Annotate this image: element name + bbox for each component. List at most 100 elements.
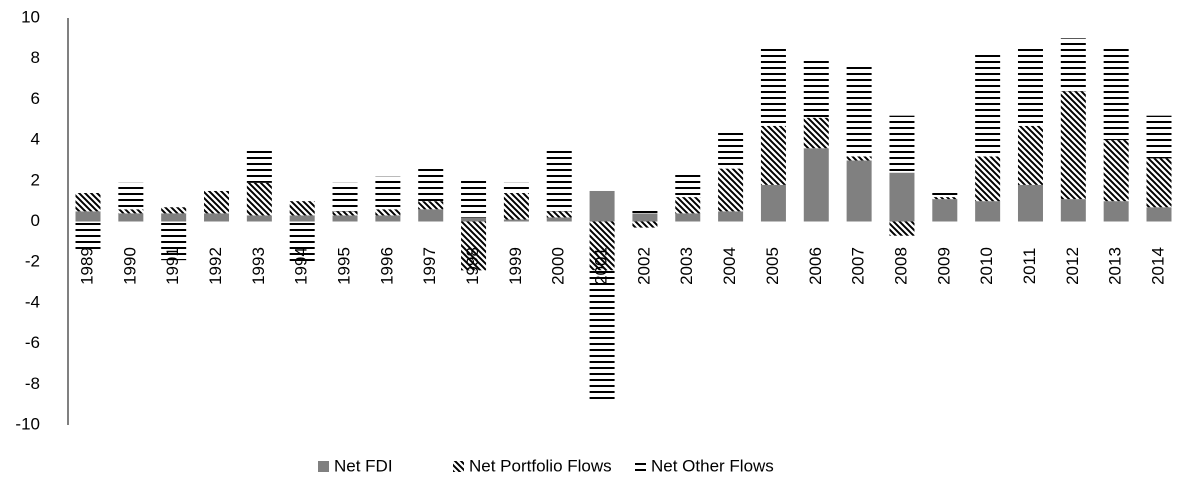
bar-segment xyxy=(546,211,572,218)
legend-swatch xyxy=(635,461,646,472)
x-tick-label: 1996 xyxy=(377,247,396,285)
bar-segment xyxy=(118,213,144,222)
legend-swatch xyxy=(453,461,464,472)
x-tick-label: 1999 xyxy=(506,247,525,285)
bar-segment xyxy=(846,156,872,161)
bar-segment xyxy=(1060,91,1086,200)
x-tick-label: 1994 xyxy=(292,247,311,285)
bar-segment xyxy=(803,117,829,149)
bar-segment xyxy=(461,221,487,271)
bar-segment xyxy=(289,215,315,222)
bar-segment xyxy=(932,199,958,222)
bar-segment xyxy=(1146,207,1172,222)
bar-segment xyxy=(760,46,786,126)
bar-segment xyxy=(1060,199,1086,222)
x-tick-label: 2009 xyxy=(934,247,953,285)
bar-segment xyxy=(75,221,101,253)
x-tick-label: 2010 xyxy=(977,247,996,285)
x-tick-label: 1993 xyxy=(249,247,268,285)
x-tick-label: 2002 xyxy=(634,247,653,285)
y-tick-label: -8 xyxy=(25,374,40,393)
bar-segment xyxy=(161,213,187,222)
x-tick-label: 2005 xyxy=(763,247,782,285)
bar-segment xyxy=(1060,38,1086,92)
bar-segment xyxy=(332,215,358,222)
bar-segment xyxy=(675,197,701,214)
x-tick-label: 2004 xyxy=(720,247,739,285)
bar-segment xyxy=(246,182,272,216)
bar-segment xyxy=(161,207,187,214)
bar-segment xyxy=(889,115,915,173)
bar-segment xyxy=(375,209,401,216)
bar-segment xyxy=(975,54,1001,157)
bar-segment xyxy=(632,221,658,228)
bar-segment xyxy=(1103,140,1129,202)
bar-segment xyxy=(503,219,529,222)
x-tick-label: 2003 xyxy=(677,247,696,285)
bar-segment xyxy=(1146,158,1172,208)
bar-segment xyxy=(718,168,744,212)
bar-segment xyxy=(632,209,658,214)
bar-segment xyxy=(75,211,101,222)
bar-segment xyxy=(846,160,872,222)
bar-segment xyxy=(1017,125,1043,185)
bar-segment xyxy=(418,201,444,210)
y-tick-label: 2 xyxy=(31,170,40,189)
bar-segment xyxy=(889,172,915,222)
bar-segment xyxy=(718,131,744,169)
bar-segment xyxy=(760,125,786,185)
y-tick-label: -6 xyxy=(25,333,40,352)
legend-swatch xyxy=(318,461,329,472)
bar-segment xyxy=(503,182,529,194)
y-tick-label: 4 xyxy=(31,130,40,149)
bar-segment xyxy=(118,182,144,210)
y-tick-label: 6 xyxy=(31,89,40,108)
bar-segment xyxy=(332,211,358,216)
bar-segment xyxy=(289,221,315,263)
x-tick-label: 2014 xyxy=(1148,247,1167,285)
bar-segment xyxy=(418,166,444,202)
bar-segment xyxy=(846,66,872,157)
x-tick-label: 2007 xyxy=(849,247,868,285)
bar-segment xyxy=(461,178,487,218)
bar-segment xyxy=(289,201,315,216)
legend-label: Net Portfolio Flows xyxy=(469,456,612,475)
bar-segment xyxy=(332,182,358,212)
x-tick-label: 1990 xyxy=(120,247,139,285)
x-tick-label: 2013 xyxy=(1106,247,1125,285)
bar-segment xyxy=(546,217,572,222)
y-tick-label: 0 xyxy=(31,211,40,230)
x-tick-label: 1989 xyxy=(77,247,96,285)
bar-segment xyxy=(975,201,1001,222)
bar-segment xyxy=(246,215,272,222)
y-tick-label: -2 xyxy=(25,252,40,271)
bar-segment xyxy=(718,211,744,222)
bar-segment xyxy=(461,217,487,222)
x-tick-label: 2000 xyxy=(549,247,568,285)
bar-segment xyxy=(803,148,829,222)
bar-segment xyxy=(1017,46,1043,126)
y-tick-label: -4 xyxy=(25,292,40,311)
bar-segment xyxy=(760,184,786,222)
bar-segment xyxy=(118,209,144,214)
bar-segment xyxy=(932,197,958,200)
x-tick-label: 2012 xyxy=(1063,247,1082,285)
bar-segment xyxy=(803,58,829,118)
x-tick-label: 1995 xyxy=(335,247,354,285)
bar-segment xyxy=(975,156,1001,202)
y-tick-label: 8 xyxy=(31,48,40,67)
x-tick-label: 2011 xyxy=(1020,248,1039,285)
x-tick-label: 1992 xyxy=(206,247,225,285)
bar-segment xyxy=(204,213,230,222)
bar-segment xyxy=(589,221,615,271)
bar-segment xyxy=(204,190,230,214)
x-tick-label: 1998 xyxy=(463,247,482,285)
bar-segment xyxy=(932,190,958,198)
bar-segment xyxy=(418,209,444,222)
legend-label: Net Other Flows xyxy=(651,456,774,475)
bar-segment xyxy=(632,213,658,222)
bar-segment xyxy=(1103,201,1129,222)
y-tick-label: -10 xyxy=(15,414,40,433)
bar-segment xyxy=(161,221,187,261)
